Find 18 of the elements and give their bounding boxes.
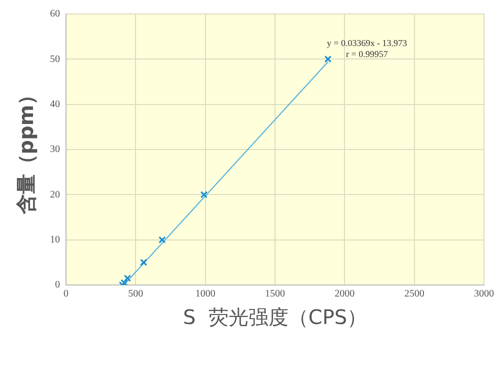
x-tick-label: 1000 (195, 288, 216, 300)
x-tick-label: 2500 (404, 288, 424, 300)
x-tick-label: 2000 (334, 288, 355, 300)
y-tick-label: 30 (50, 144, 60, 156)
x-tick-label: 500 (128, 288, 144, 300)
y-tick-label: 20 (50, 189, 60, 200)
y-tick-label: 40 (50, 98, 60, 110)
y-axis-title: 含量（ppm） (14, 84, 38, 216)
y-tick-label: 10 (50, 234, 60, 246)
annotation: y = 0.03369x - 13.973 (326, 38, 408, 48)
annotation: r = 0.99957 (346, 49, 388, 59)
x-tick-label: 1500 (265, 288, 285, 300)
x-axis-title: S 荧光强度（CPS） (182, 305, 368, 330)
y-tick-label: 0 (55, 280, 60, 291)
x-tick-label: 3000 (474, 288, 494, 300)
x-tick-label: 0 (64, 288, 68, 300)
y-tick-label: 60 (50, 8, 60, 20)
y-tick-label: 50 (50, 54, 60, 65)
